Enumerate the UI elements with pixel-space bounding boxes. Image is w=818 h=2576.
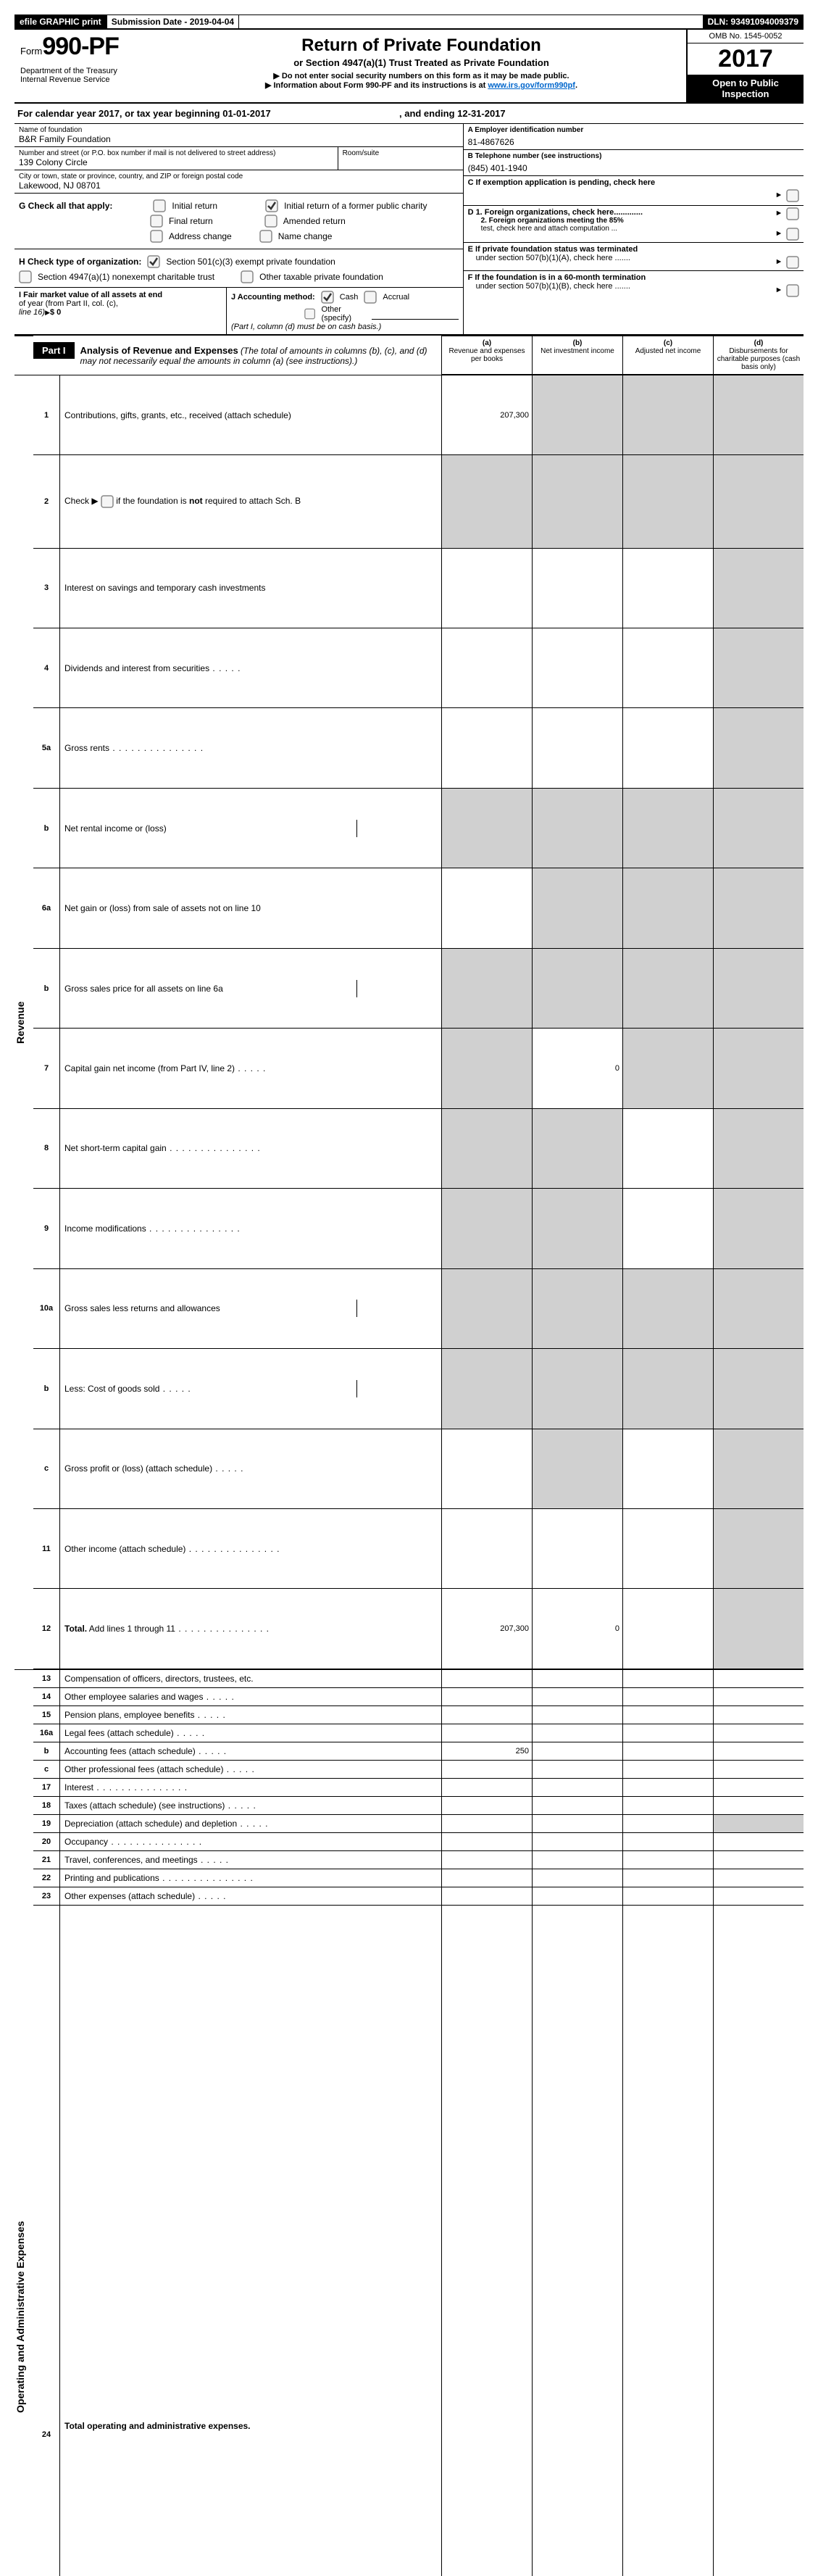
foundation-name: B&R Family Foundation: [19, 134, 459, 144]
entity-info: Name of foundation B&R Family Foundation…: [14, 124, 804, 336]
fmv-value: $ 0: [50, 308, 61, 317]
checkbox-4947a1[interactable]: [19, 270, 32, 283]
instructions-link[interactable]: www.irs.gov/form990pf: [488, 81, 575, 90]
checkbox-foreign-org[interactable]: [786, 207, 799, 220]
form-header: Form990-PF Department of the Treasury In…: [14, 30, 804, 104]
omb-number: OMB No. 1545-0052: [688, 30, 804, 43]
val-12b: 0: [533, 1589, 623, 1669]
checkbox-initial-return[interactable]: [153, 199, 166, 212]
checkbox-60-month[interactable]: [786, 284, 799, 297]
val-1a: 207,300: [442, 375, 533, 455]
opex-label: Operating and Administrative Expenses: [14, 1670, 26, 2576]
checkbox-address-change[interactable]: [150, 230, 163, 243]
city-state-zip: Lakewood, NJ 08701: [19, 180, 459, 191]
arrow-right-icon: [776, 230, 782, 236]
checkbox-exemption-pending[interactable]: [786, 189, 799, 202]
tax-year: 2017: [688, 43, 804, 75]
checkbox-sch-b[interactable]: [101, 495, 114, 508]
ein: 81-4867626: [468, 137, 799, 147]
open-public: Open to Public Inspection: [688, 75, 804, 102]
calendar-year-line: For calendar year 2017, or tax year begi…: [14, 104, 804, 124]
part1-table: Part I Analysis of Revenue and Expenses …: [14, 336, 804, 2576]
dln-label: DLN: 93491094009379: [703, 14, 804, 28]
val-12a: 207,300: [442, 1589, 533, 1669]
val-7b: 0: [533, 1029, 623, 1108]
checkbox-foreign-85[interactable]: [786, 228, 799, 241]
submission-date: Submission Date - 2019-04-04: [107, 14, 239, 28]
checkbox-name-change[interactable]: [259, 230, 272, 243]
checkbox-other-taxable[interactable]: [241, 270, 254, 283]
revenue-label: Revenue: [14, 375, 26, 1669]
val-16ba: 250: [442, 1742, 533, 1761]
checkbox-amended-return[interactable]: [264, 215, 277, 228]
val-24b: 0: [533, 1906, 623, 2576]
arrow-right-icon: [776, 259, 782, 265]
street-address: 139 Colony Circle: [19, 157, 333, 167]
arrow-right-icon: [776, 192, 782, 198]
part-label: Part I: [33, 342, 75, 359]
checkbox-cash[interactable]: [321, 291, 334, 304]
form-title: Return of Private Foundation: [161, 36, 682, 56]
val-24a: 250: [442, 1906, 533, 2576]
efile-label: efile GRAPHIC print: [14, 14, 107, 28]
checkbox-other-method[interactable]: [304, 307, 315, 320]
checkbox-accrual[interactable]: [364, 291, 377, 304]
top-bar: efile GRAPHIC print Submission Date - 20…: [14, 14, 804, 30]
checkbox-status-terminated[interactable]: [786, 256, 799, 269]
arrow-right-icon: [776, 210, 782, 216]
checkbox-501c3[interactable]: [147, 255, 160, 268]
phone: (845) 401-1940: [468, 163, 799, 173]
val-24d: 0: [714, 1906, 804, 2576]
arrow-right-icon: [776, 287, 782, 293]
form-number: 990-PF: [42, 33, 119, 60]
checkbox-former-charity[interactable]: [265, 199, 278, 212]
checkbox-final-return[interactable]: [150, 215, 163, 228]
